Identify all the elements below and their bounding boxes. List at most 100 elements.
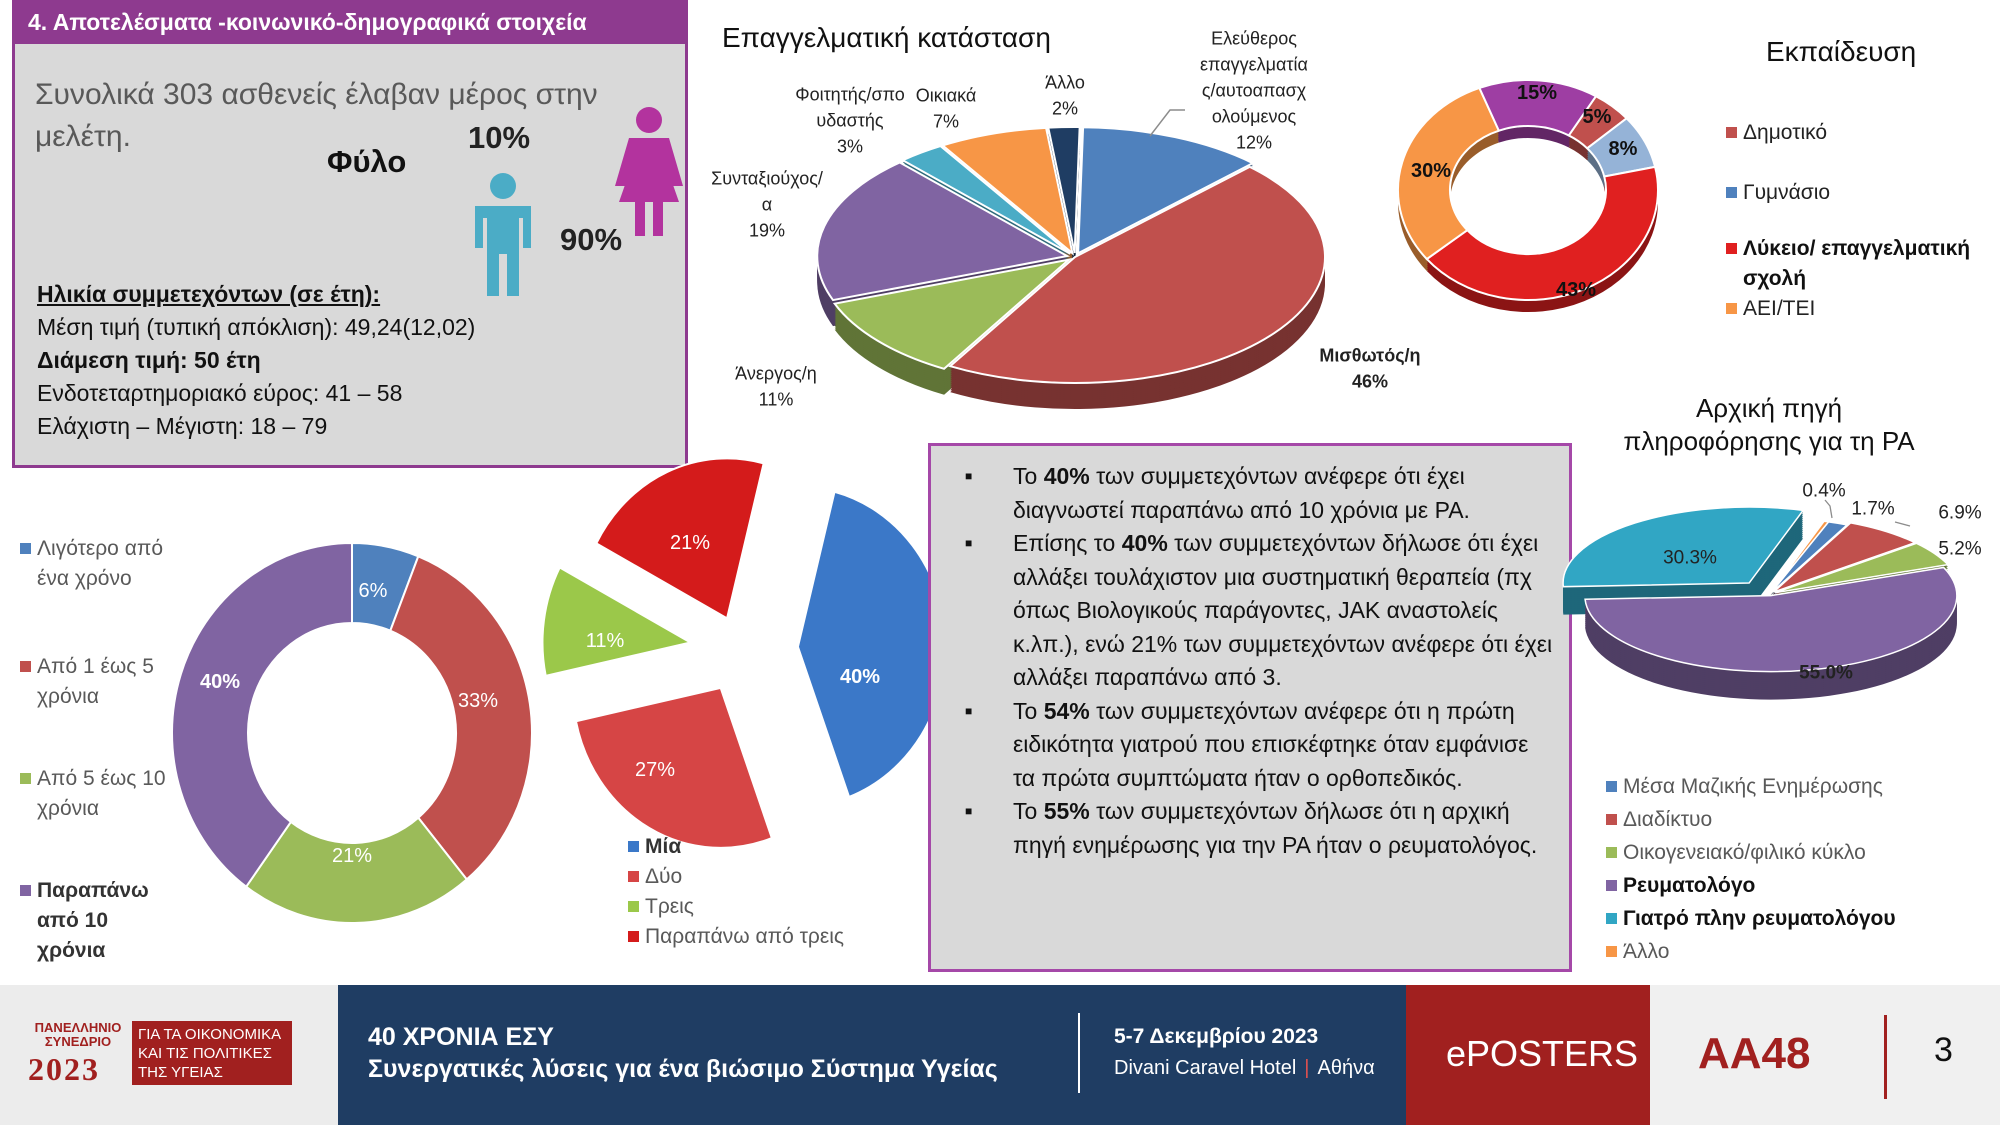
legend-item: ΑΕΙ/ΤΕΙ: [1726, 294, 1996, 324]
pie-slice: [1562, 506, 1805, 588]
data-label: 21%: [332, 845, 372, 867]
gender-label: Φύλο: [327, 144, 407, 179]
poster-code-box: ΑΑ48 3: [1650, 985, 2000, 1125]
data-label: Ελεύθερος επαγγελματία ς/αυτοαπασχ ολούμενο…: [1200, 28, 1308, 152]
data-label: 11%: [586, 630, 625, 652]
legend-item: Παραπάνω από τρεις: [628, 922, 898, 952]
data-label: 40%: [840, 666, 880, 688]
legend-item: Ρευματολόγο: [1606, 871, 2000, 904]
data-label: 30.3%: [1663, 548, 1717, 569]
conference-logo: ΠΑΝΕΛΛΗΝΙΟ ΣΥΝΕΔΡΙΟ 2023 ΓΙΑ ΤΑ ΟΙΚΟΝΟΜΙ…: [0, 985, 338, 1125]
logo-top-text: ΠΑΝΕΛΛΗΝΙΟ ΣΥΝΕΔΡΙΟ: [34, 1020, 122, 1049]
eposters-label: ePOSTERS: [1446, 1033, 1639, 1074]
data-label: 55.0%: [1799, 663, 1853, 684]
education-legend: Δημοτικό Γυμνάσιο Λύκειο/ επαγγελματική …: [1726, 118, 1996, 324]
demographics-panel: Συνολικά 303 ασθενείς έλαβαν μέρος στην …: [12, 44, 688, 468]
pie-slice: [171, 541, 353, 889]
finding-item: Το 54% των συμμετεχόντων ανέφερε ότι η π…: [947, 695, 1555, 796]
legend-item: Διαδίκτυο: [1606, 805, 2000, 838]
data-label: 5.2%: [1938, 539, 1981, 560]
pie-slice: [541, 566, 694, 678]
age-statistics: Ηλικία συμμετεχόντων (σε έτη): Μέση τιμή…: [37, 278, 475, 443]
data-label: Συνταξιούχος/α 19%: [711, 168, 823, 240]
age-iqr: Ενδοτεταρτημοριακό εύρος: 41 – 58: [37, 380, 403, 406]
data-label: 8%: [1609, 138, 1638, 160]
male-percentage: 10%: [468, 120, 531, 155]
finding-item: Το 40% των συμμετεχόντων ανέφερε ότι έχε…: [947, 460, 1555, 527]
data-label: Φοιτητής/σπο υδαστής 3%: [795, 84, 905, 156]
section-header: 4. Αποτελέσματα -κοινωνικό-δημογραφικά σ…: [12, 0, 688, 44]
data-label: Μισθωτός/η 46%: [1319, 345, 1420, 391]
pie-slice: [832, 257, 1073, 370]
data-label: 21%: [670, 532, 710, 554]
poster-code: ΑΑ48: [1698, 1029, 1811, 1078]
data-label: 27%: [635, 759, 675, 781]
data-label: 40%: [200, 671, 240, 693]
pie-slice: [1425, 165, 1660, 301]
pie-slice: [1077, 126, 1256, 255]
legend-item: Τρεις: [628, 892, 898, 922]
footer-divider: [1078, 1013, 1080, 1093]
eposters-label-box: ePOSTERS: [1406, 985, 1650, 1125]
finding-item: Το 55% των συμμετεχόντων δήλωσε ότι η αρ…: [947, 795, 1555, 862]
legend-item: Παραπάνω από 10 χρόνια: [20, 876, 180, 966]
conference-title: 40 ΧΡΟΝΙΑ ΕΣΥ: [368, 1023, 554, 1051]
conference-date: 5-7 Δεκεμβρίου 2023: [1114, 1025, 1319, 1048]
education-chart-title: Εκπαίδευση: [1766, 36, 1917, 67]
female-percentage: 90%: [560, 222, 623, 257]
female-icon: [615, 107, 683, 236]
logo-right-box: ΓΙΑ ΤΑ ΟΙΚΟΝΟΜΙΚΑ ΚΑΙ ΤΙΣ ΠΟΛΙΤΙΚΕΣ ΤΗΣ …: [132, 1021, 292, 1085]
data-label: 43%: [1556, 279, 1596, 301]
pie-slice: [1773, 522, 1917, 593]
legend-item: Οικογενειακό/φιλικό κύκλο: [1606, 838, 2000, 871]
legend-item: Άλλο: [1606, 937, 2000, 970]
intro-text: Συνολικά 303 ασθενείς έλαβαν μέρος στην …: [35, 78, 598, 153]
legend-item: Γιατρό πλην ρευματολόγου: [1606, 904, 2000, 937]
findings-list: Το 40% των συμμετεχόντων ανέφερε ότι έχε…: [947, 460, 1555, 862]
age-median: Διάμεση τιμή: 50 έτη: [37, 347, 261, 373]
code-divider: [1884, 1015, 1887, 1099]
age-title: Ηλικία συμμετεχόντων (σε έτη):: [37, 281, 381, 307]
pie-slice: [1774, 542, 1950, 594]
data-label: 6%: [359, 580, 388, 602]
legend-item: Λύκειο/ επαγγελματική σχολή: [1726, 234, 1996, 294]
pie-slice: [948, 165, 1327, 385]
legend-item: Από 5 έως 10 χρόνια: [20, 764, 180, 876]
pie-slice: [244, 816, 469, 924]
data-label: 33%: [458, 690, 498, 712]
page-number: 3: [1934, 1031, 1953, 1069]
pie-slice: [816, 161, 1071, 302]
age-range: Ελάχιστη – Μέγιστη: 18 – 79: [37, 413, 328, 439]
pie-slice: [1047, 125, 1081, 254]
pie-slice: [1769, 520, 1830, 595]
pie-slice: [1397, 86, 1501, 261]
duration-legend: Λιγότερο από ένα χρόνο Από 1 έως 5 χρόνι…: [20, 534, 180, 966]
pie-slice: [574, 686, 774, 849]
legend-item: Λιγότερο από ένα χρόνο: [20, 534, 180, 652]
info-source-chart-title: Αρχική πηγή πληροφόρησης για τη ΡΑ: [1623, 393, 1915, 456]
data-label: Άνεργος/η 11%: [735, 363, 817, 409]
employment-chart-title: Επαγγελματική κατάσταση: [722, 22, 1051, 53]
legend-item: Γυμνάσιο: [1726, 178, 1996, 234]
finding-item: Επίσης το 40% των συμμετεχόντων δήλωσε ό…: [947, 527, 1555, 695]
data-label: 15%: [1517, 82, 1557, 104]
data-label: 0.4%: [1802, 481, 1845, 502]
logo-year: 2023: [28, 1051, 100, 1087]
info-source-legend: Μέσα Μαζικής Ενημέρωσης Διαδίκτυο Οικογε…: [1606, 772, 2000, 970]
data-label: Άλλο 2%: [1045, 72, 1085, 118]
footer-bar: ΠΑΝΕΛΛΗΝΙΟ ΣΥΝΕΔΡΙΟ 2023 ΓΙΑ ΤΑ ΟΙΚΟΝΟΜΙ…: [0, 985, 2000, 1125]
pie-slice: [940, 126, 1075, 256]
pie-slice: [1584, 566, 1958, 673]
data-label: 1.7%: [1851, 499, 1894, 520]
legend-item: Δημοτικό: [1726, 118, 1996, 178]
therapies-legend: Μία Δύο Τρεις Παραπάνω από τρεις: [628, 832, 898, 952]
legend-item: Από 1 έως 5 χρόνια: [20, 652, 180, 764]
legend-item: Δύο: [628, 862, 898, 892]
data-label: 5%: [1583, 106, 1612, 128]
conference-subtitle: Συνεργατικές λύσεις για ένα βιώσιμο Σύστ…: [368, 1055, 998, 1083]
